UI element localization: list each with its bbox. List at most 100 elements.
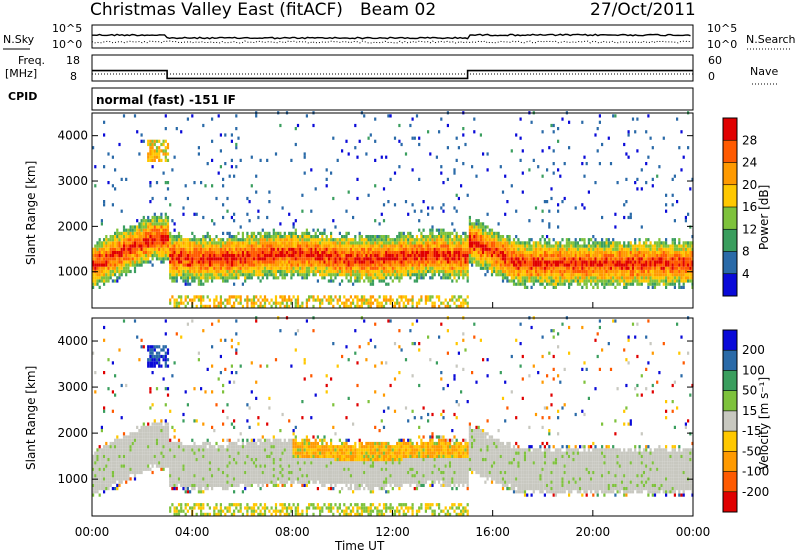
power-cell bbox=[153, 254, 156, 258]
power-cell bbox=[369, 254, 372, 258]
power-cell bbox=[120, 231, 123, 235]
power-cell bbox=[116, 269, 119, 274]
power-cell bbox=[294, 263, 297, 267]
power-cell bbox=[266, 244, 269, 248]
power-cell bbox=[546, 279, 549, 283]
power-cell bbox=[651, 250, 654, 254]
power-cell bbox=[325, 238, 328, 242]
power-cell bbox=[451, 273, 454, 277]
power-cell bbox=[272, 250, 275, 254]
power-cell bbox=[155, 257, 159, 261]
power-cell bbox=[612, 257, 615, 261]
power-cell bbox=[211, 241, 214, 245]
power-cell bbox=[274, 244, 278, 248]
power-cell bbox=[488, 263, 491, 267]
power-cell bbox=[389, 177, 392, 181]
power-cell bbox=[184, 298, 187, 302]
power-cell bbox=[676, 279, 679, 283]
power-cell bbox=[292, 295, 295, 299]
power-cell bbox=[596, 241, 599, 245]
velocity-cell bbox=[100, 451, 103, 455]
power-cell bbox=[512, 247, 516, 251]
power-cell bbox=[144, 231, 148, 235]
power-cell bbox=[658, 279, 661, 283]
power-cell bbox=[310, 295, 313, 299]
power-cell bbox=[440, 263, 443, 267]
power-cell bbox=[142, 244, 145, 248]
velocity-cell bbox=[100, 454, 103, 458]
power-cell bbox=[356, 254, 359, 258]
power-cell bbox=[680, 263, 683, 267]
noise-right-label: N.Search bbox=[746, 33, 796, 46]
power-cell bbox=[640, 260, 643, 264]
power-cell bbox=[252, 263, 256, 267]
power-cell bbox=[310, 257, 313, 261]
power-cell bbox=[155, 238, 159, 242]
power-cell bbox=[222, 266, 225, 270]
power-cell bbox=[407, 273, 410, 277]
power-cell bbox=[651, 260, 654, 264]
power-cell bbox=[574, 260, 577, 264]
power-cell bbox=[579, 244, 582, 248]
power-cell bbox=[305, 298, 308, 302]
power-cell bbox=[371, 244, 375, 248]
power-cell bbox=[268, 269, 271, 274]
power-cell bbox=[433, 254, 436, 258]
power-cell bbox=[360, 254, 363, 258]
power-cell bbox=[233, 304, 236, 308]
power-cell bbox=[244, 247, 247, 251]
power-cell bbox=[402, 295, 405, 299]
power-cell bbox=[281, 241, 284, 245]
power-cell bbox=[226, 279, 229, 283]
power-cell bbox=[479, 247, 482, 251]
power-cell bbox=[277, 250, 280, 254]
power-cell bbox=[684, 269, 687, 274]
power-cell bbox=[404, 247, 408, 251]
power-cell bbox=[200, 238, 203, 242]
power-cell bbox=[365, 244, 368, 248]
power-cell bbox=[568, 257, 571, 261]
velocity-cell bbox=[92, 351, 95, 355]
power-cell bbox=[594, 250, 597, 254]
power-cell bbox=[420, 266, 423, 270]
power-cell bbox=[623, 254, 626, 258]
power-cell bbox=[415, 269, 419, 274]
power-cell bbox=[155, 215, 159, 220]
power-cell bbox=[352, 254, 355, 258]
power-cell bbox=[402, 269, 405, 274]
power-cell bbox=[596, 260, 599, 264]
power-cell bbox=[301, 254, 304, 258]
power-cell bbox=[396, 250, 399, 254]
power-cell bbox=[623, 247, 626, 251]
velocity-cell bbox=[120, 458, 123, 462]
power-cell bbox=[477, 254, 480, 258]
power-cell bbox=[440, 171, 443, 175]
power-cell bbox=[252, 238, 256, 242]
power-cell bbox=[330, 273, 333, 277]
velocity-cell bbox=[120, 477, 123, 481]
power-cell bbox=[537, 279, 540, 283]
power-cell bbox=[537, 241, 540, 245]
power-cell bbox=[184, 282, 187, 286]
power-cell bbox=[250, 244, 253, 248]
power-cell bbox=[468, 219, 471, 223]
power-cell bbox=[601, 247, 604, 251]
power-cell bbox=[301, 193, 304, 197]
power-cell bbox=[294, 304, 297, 308]
power-cell bbox=[495, 250, 498, 254]
power-cell bbox=[332, 244, 335, 248]
power-cell bbox=[415, 260, 419, 264]
power-cell bbox=[125, 263, 128, 267]
power-cell bbox=[155, 181, 159, 185]
velocity-cell bbox=[116, 477, 119, 481]
power-cell bbox=[385, 250, 388, 254]
power-cell bbox=[100, 219, 103, 223]
power-cell bbox=[614, 285, 617, 289]
power-cell bbox=[653, 266, 657, 270]
power-cell bbox=[197, 238, 200, 242]
power-cell bbox=[636, 263, 639, 267]
power-cell bbox=[151, 238, 154, 242]
power-cell bbox=[341, 238, 344, 242]
power-cell bbox=[266, 247, 269, 251]
